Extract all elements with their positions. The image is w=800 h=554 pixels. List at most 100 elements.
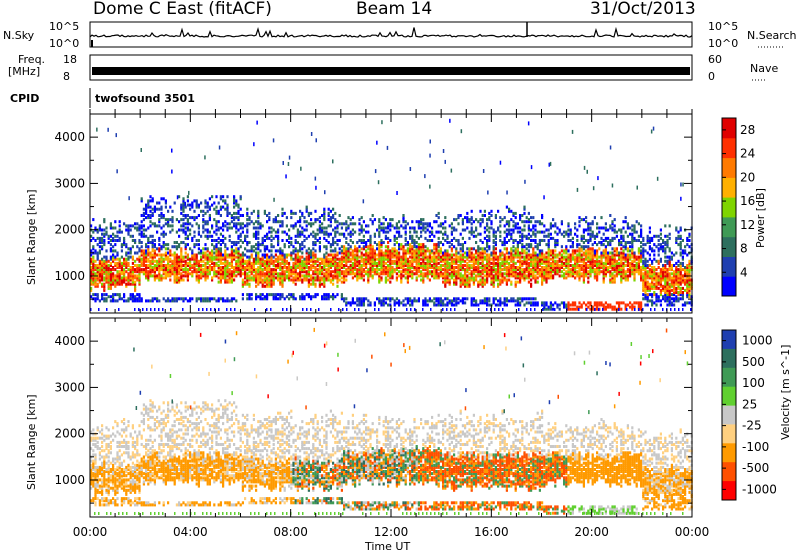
power-cell [96,295,99,299]
power-cell [415,245,418,249]
power-cell [125,299,128,303]
power-cell [261,278,264,282]
power-cell [398,303,401,307]
power-cell [160,264,163,267]
power-cell [609,241,612,244]
power-cell [125,245,128,249]
power-cell [409,261,412,265]
power-cell [277,297,280,301]
power-cell [556,266,559,269]
power-cell [107,264,110,267]
power-cell [602,226,605,230]
power-cell [175,241,178,244]
power-cell [367,270,370,274]
power-cell [426,264,429,267]
power-cell [250,247,253,251]
power-cell [571,251,574,255]
power-cell [332,255,335,259]
power-cell [453,299,456,303]
power-cell [109,284,112,288]
power-cell [307,214,310,217]
power-cell [250,272,253,276]
power-cell [219,249,222,253]
power-cell [527,264,530,267]
power-cell [270,274,273,278]
power-cell [164,232,167,236]
power-cell [406,249,409,253]
power-cell [492,230,495,234]
power-cell [404,303,407,307]
power-cell [270,234,273,238]
power-cell [475,270,478,274]
power-cell [215,253,218,257]
power-cell [589,261,592,265]
power-cell [235,270,238,274]
power-cell [175,297,178,301]
power-cell [257,209,260,213]
power-cell [514,261,517,265]
power-cell [523,207,526,211]
power-cell [514,255,517,259]
power-cell [428,255,431,259]
power-cell [103,297,106,301]
power-cell [497,255,500,259]
power-cell [334,247,337,251]
power-cell [290,268,293,272]
power-cell [356,253,359,257]
power-cell [554,249,557,253]
power-cell [288,272,291,276]
power-cell [437,253,440,257]
power-cell [268,280,271,284]
power-cell [345,241,348,244]
power-cell [532,230,535,234]
power-cell [189,261,192,265]
power-cell [321,214,324,217]
power-cell [589,232,592,236]
power-cell [554,230,557,234]
power-cell [343,259,346,263]
power-cell [479,299,482,303]
power-cell [145,207,148,211]
freq-trace [92,67,690,75]
power-cell [409,247,412,251]
power-cell [211,253,214,257]
power-cell [378,218,381,222]
power-cell [195,297,198,301]
power-cell [312,272,315,276]
power-cell [450,268,453,272]
power-cell [576,257,579,261]
power-cell [437,299,440,303]
power-cell [239,245,242,249]
power-cell [371,274,374,278]
power-cell [162,245,165,249]
power-cell [453,278,456,282]
power-cell [279,274,282,278]
power-cell [184,232,187,236]
power-cell [477,257,480,261]
power-cell [358,268,361,272]
power-cell [138,257,141,261]
power-cell [105,266,108,269]
power-cell [145,243,148,247]
power-cell [193,257,196,261]
power-cell [426,222,429,226]
power-cell [228,264,231,267]
power-cell [266,214,269,217]
power-cell [461,264,464,267]
power-cell [123,268,126,272]
power-cell [488,268,491,272]
power-cell [582,247,585,251]
power-cell [472,272,475,276]
power-cell [455,228,458,232]
power-cell [569,268,572,272]
power-cell [241,230,244,234]
power-cell [112,274,115,278]
power-cell [237,203,240,207]
power-cell [211,276,214,280]
power-cell [510,253,513,257]
power-cell [312,278,315,282]
power-cell [149,261,152,265]
power-cell [233,201,236,205]
power-cell [230,251,233,255]
power-cell [178,264,181,267]
